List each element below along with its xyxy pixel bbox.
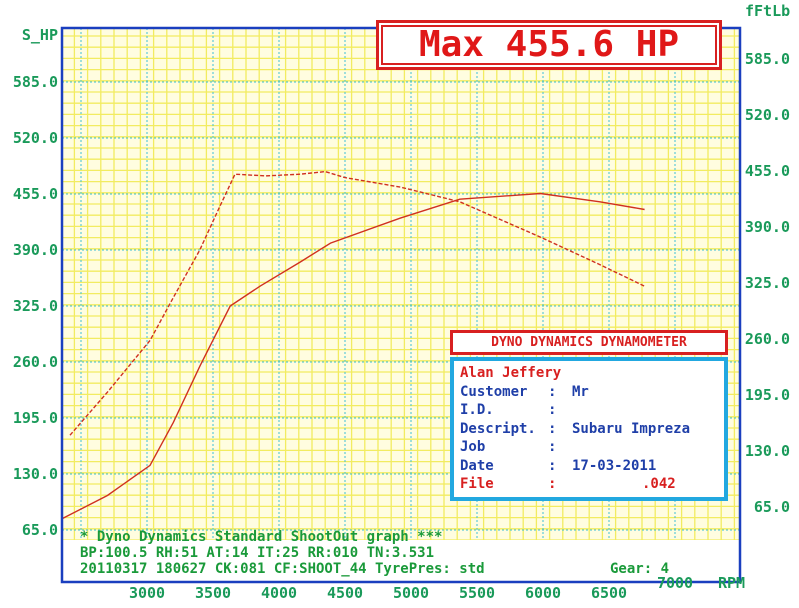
info-line: 20110317 180627 CK:081 CF:SHOOT_44 TyreP… (80, 561, 485, 577)
x-axis-label: RPM (718, 574, 745, 592)
y-tick-left: 455.0 (13, 185, 58, 203)
y-tick-right: 260.0 (745, 330, 790, 348)
info-line: * Dyno Dynamics Standard ShootOut graph … (80, 529, 442, 545)
x-tick: 6000 (525, 584, 561, 602)
card-field: Date:17-03-2011 (460, 457, 718, 476)
power-curve (61, 192, 645, 520)
field-colon: : (548, 457, 557, 474)
card-body: Alan Jeffery Customer: Mr I.D.: Descript.: S… (450, 357, 728, 501)
y-tick-right: 585.0 (745, 50, 790, 68)
y-tick-right: 390.0 (745, 218, 790, 236)
y-tick-right: 195.0 (745, 386, 790, 404)
y-tick-left: 390.0 (13, 241, 58, 259)
field-value: Mr (572, 383, 589, 400)
y-axis-label-left: S_HP (22, 26, 58, 44)
x-tick: 4500 (327, 584, 363, 602)
operator-name: Alan Jeffery (460, 365, 562, 381)
field-colon: : (548, 420, 557, 437)
card-field: I.D.: (460, 401, 718, 420)
dyno-info-card: DYNO DYNAMICS DYNAMOMETER Alan Jeffery C… (450, 330, 728, 501)
card-field: Descript.: Subaru Impreza (460, 420, 718, 439)
field-value: 17-03-2011 (572, 457, 657, 474)
gear-label: Gear: 4 (610, 561, 669, 577)
card-title: DYNO DYNAMICS DYNAMOMETER (450, 330, 728, 355)
y-tick-right: 65.0 (754, 498, 790, 516)
y-tick-right: 455.0 (745, 162, 790, 180)
field-key: Job (460, 439, 486, 455)
x-tick: 5000 (393, 584, 429, 602)
y-tick-left: 65.0 (22, 521, 58, 539)
x-tick: 5500 (459, 584, 495, 602)
y-tick-left: 260.0 (13, 353, 58, 371)
torque-curve (69, 170, 645, 436)
info-line: BP:100.5 RH:51 AT:14 IT:25 RR:010 TN:3.5… (80, 545, 434, 561)
field-key: Descript. (460, 420, 536, 437)
field-key: File (460, 476, 494, 492)
y-tick-right: 520.0 (745, 106, 790, 124)
field-colon: : (548, 402, 557, 418)
y-tick-left: 585.0 (13, 73, 58, 91)
y-tick-right: 325.0 (745, 274, 790, 292)
field-value: Subaru Impreza (572, 420, 691, 437)
x-tick: 3500 (195, 584, 231, 602)
y-tick-left: 195.0 (13, 409, 58, 427)
field-key: Customer (460, 383, 528, 400)
y-tick-left: 325.0 (13, 297, 58, 315)
field-key: Date (460, 457, 494, 474)
field-colon: : (548, 383, 557, 400)
max-power-label: Max 455.6 HP (376, 20, 722, 70)
y-tick-right: 130.0 (745, 442, 790, 460)
y-tick-left: 130.0 (13, 465, 58, 483)
field-key: I.D. (460, 402, 494, 418)
x-tick: 3000 (129, 584, 165, 602)
x-tick: 6500 (591, 584, 627, 602)
card-field-file: File : .042 (460, 475, 718, 494)
info-band (62, 540, 740, 582)
y-axis-label-right: fFtLb (745, 2, 790, 20)
y-tick-left: 520.0 (13, 129, 58, 147)
card-field: Customer: Mr (460, 383, 718, 402)
field-colon: : (548, 439, 557, 455)
x-tick: 7000 (657, 574, 693, 592)
x-tick: 4000 (261, 584, 297, 602)
card-field: Job: (460, 438, 718, 457)
field-value: .042 (642, 476, 676, 492)
field-colon: : (548, 476, 557, 492)
